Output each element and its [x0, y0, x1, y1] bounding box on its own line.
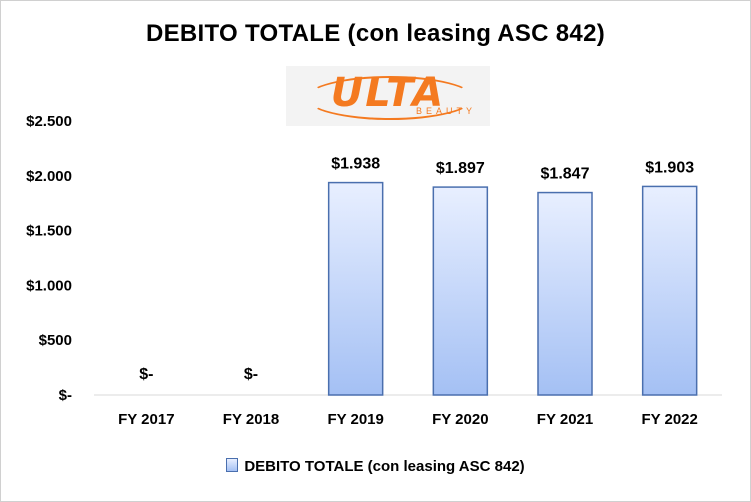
data-label: $1.897	[436, 160, 485, 177]
logo-wordmark: ULTA	[330, 70, 446, 116]
y-tick-label: $1.000	[26, 277, 72, 294]
y-tick-label: $-	[59, 387, 72, 404]
data-label: $1.938	[331, 156, 380, 173]
category-label: FY 2018	[223, 411, 279, 428]
category-label: FY 2017	[118, 411, 174, 428]
y-axis-ticks: $- $500 $1.000 $1.500 $2.000 $2.500	[26, 113, 72, 404]
category-label: FY 2020	[432, 411, 488, 428]
legend-swatch	[226, 458, 239, 472]
y-tick-label: $2.500	[26, 113, 72, 130]
bars	[327, 181, 698, 396]
y-tick-label: $500	[39, 332, 72, 349]
bar	[641, 185, 698, 396]
category-label: FY 2021	[537, 411, 593, 428]
chart-title: DEBITO TOTALE (con leasing ASC 842)	[145, 20, 606, 47]
data-labels: $- $- $1.938 $1.897 $1.847 $1.903	[139, 156, 694, 383]
logo-subtext: BEAUTY	[415, 106, 476, 116]
y-tick-label: $1.500	[26, 223, 72, 240]
data-label: $1.847	[541, 166, 590, 183]
ulta-beauty-logo: ULTA BEAUTY	[286, 66, 490, 126]
bar	[432, 186, 489, 396]
legend-label: DEBITO TOTALE (con leasing ASC 842)	[244, 458, 525, 475]
y-tick-label: $2.000	[26, 168, 72, 185]
legend: DEBITO TOTALE (con leasing ASC 842)	[0, 458, 751, 475]
data-label: $-	[139, 366, 153, 383]
category-labels: FY 2017 FY 2018 FY 2019 FY 2020 FY 2021 FY 20…	[118, 411, 698, 428]
data-label: $1.903	[645, 159, 694, 176]
bar	[537, 191, 593, 396]
category-label: FY 2022	[641, 411, 697, 428]
category-label: FY 2019	[327, 411, 383, 428]
bar	[327, 181, 384, 396]
data-label: $-	[244, 366, 258, 383]
logo-swoosh-icon	[306, 76, 474, 120]
